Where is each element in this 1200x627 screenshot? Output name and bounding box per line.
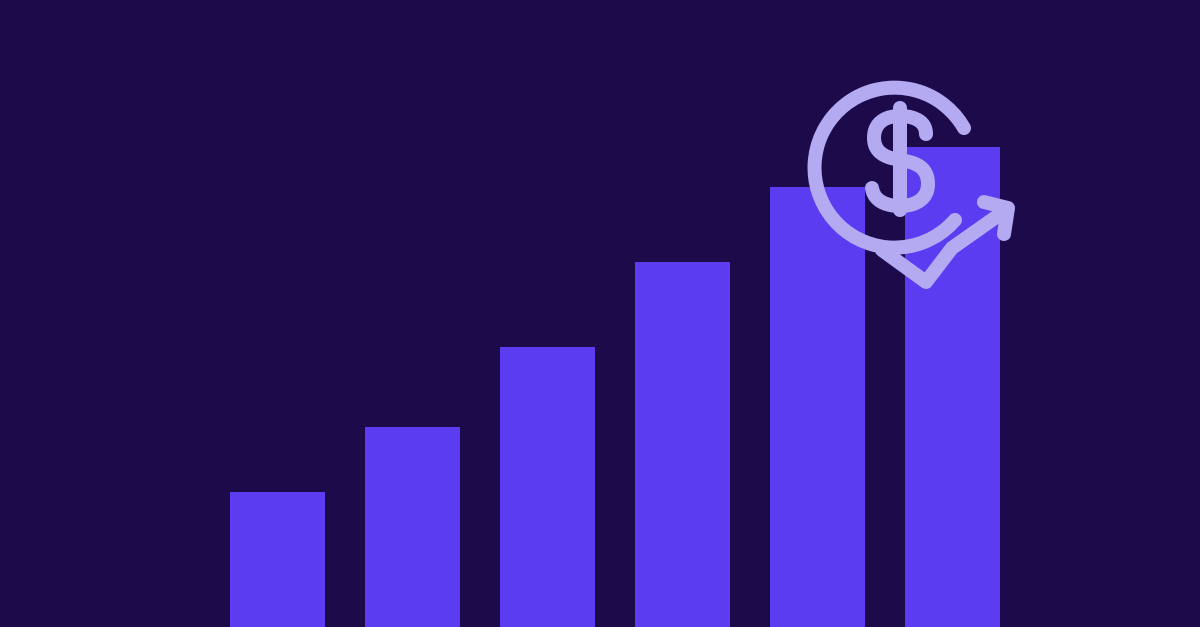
bar-3 (500, 347, 595, 627)
bar-2 (365, 427, 460, 627)
bar-4 (635, 262, 730, 627)
dollar-growth-icon (780, 60, 1020, 300)
dollar-growth-svg (780, 60, 1020, 300)
growth-infographic (0, 0, 1200, 627)
bar-1 (230, 492, 325, 627)
